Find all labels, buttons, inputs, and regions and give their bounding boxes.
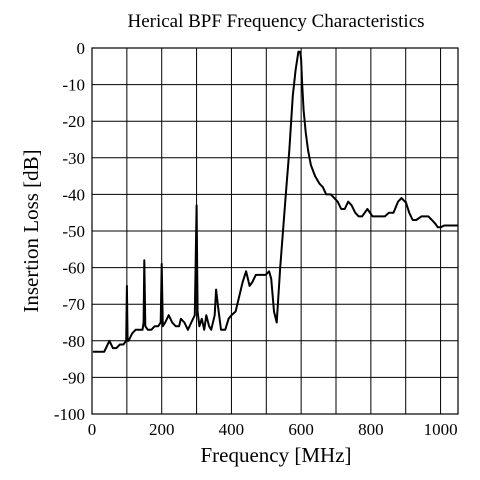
- y-tick-label: -30: [62, 149, 85, 168]
- y-tick-label: -70: [62, 295, 85, 314]
- y-tick-label: -20: [62, 112, 85, 131]
- x-tick-label: 1000: [424, 420, 458, 439]
- y-tick-label: -10: [62, 76, 85, 95]
- y-tick-label: -50: [62, 222, 85, 241]
- x-tick-label: 600: [288, 420, 314, 439]
- y-tick-label: -60: [62, 259, 85, 278]
- y-tick-label: -80: [62, 332, 85, 351]
- x-tick-label: 0: [88, 420, 97, 439]
- insertion-loss-curve: [92, 50, 459, 353]
- x-axis-label: Frequency [MHz]: [200, 443, 351, 467]
- y-tick-label: -100: [54, 405, 85, 424]
- y-tick-label: -40: [62, 185, 85, 204]
- y-tick-label: 0: [77, 39, 86, 58]
- x-tick-label: 800: [358, 420, 384, 439]
- y-tick-labels: 0 -10 -20 -30 -40 -50 -60 -70 -80 -90 -100: [54, 39, 85, 424]
- y-axis-label: Insertion Loss [dB]: [19, 149, 43, 312]
- horizontal-gridlines: [92, 47, 458, 415]
- y-tick-label: -90: [62, 368, 85, 387]
- x-tick-labels: 0 200 400 600 800 1000: [88, 420, 458, 439]
- plot-frame: [91, 47, 459, 415]
- x-tick-label: 400: [219, 420, 245, 439]
- x-tick-label: 200: [149, 420, 175, 439]
- chart-title: Herical BPF Frequency Characteristics: [127, 11, 424, 32]
